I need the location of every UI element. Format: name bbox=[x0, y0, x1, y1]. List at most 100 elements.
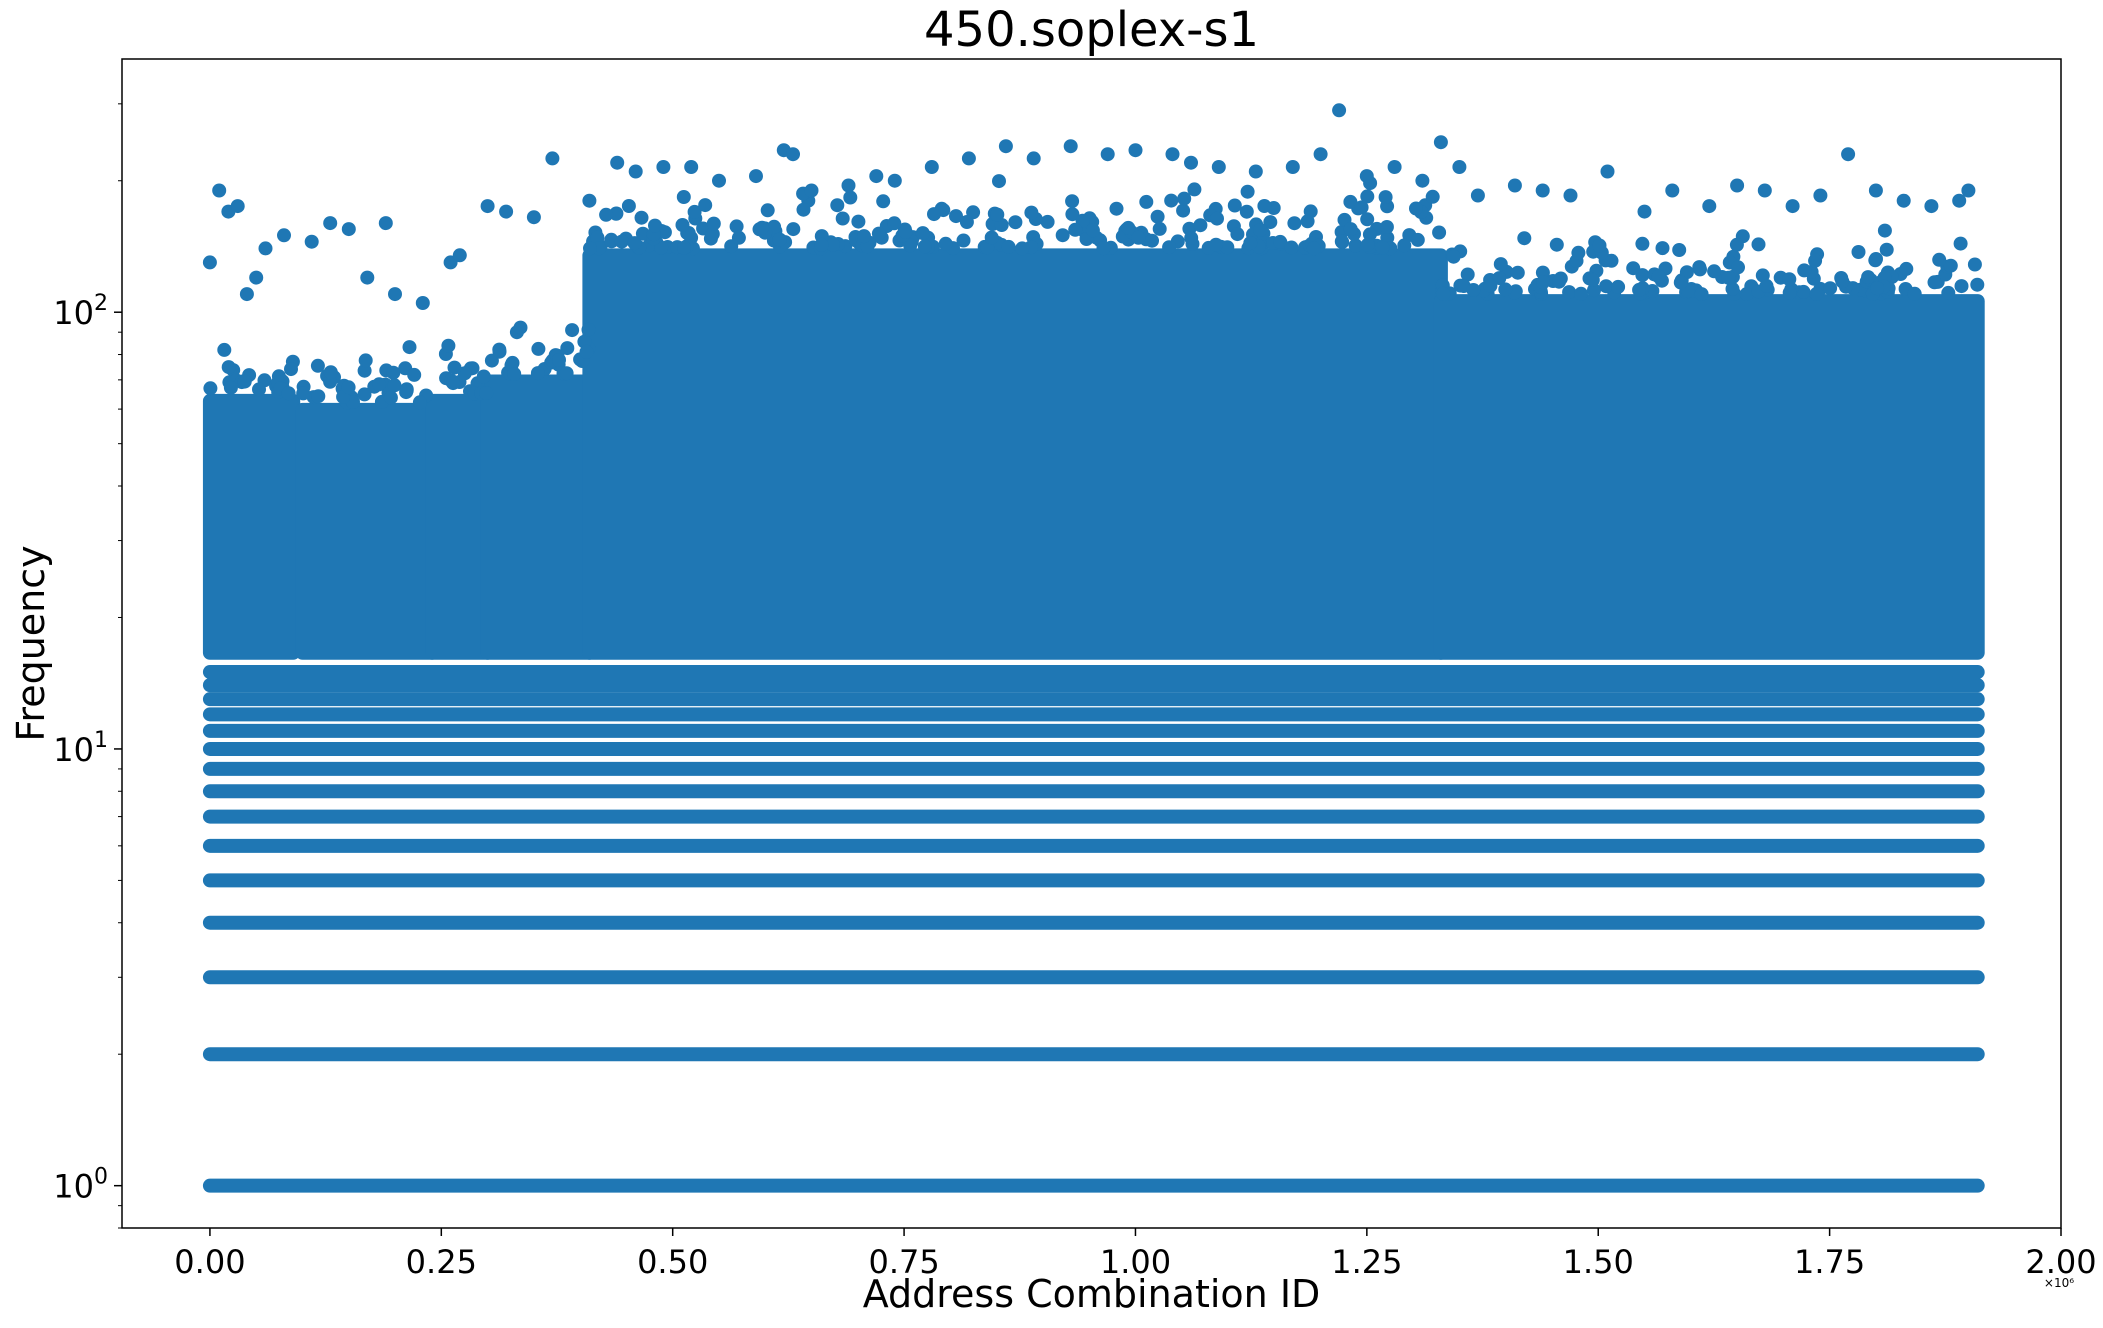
data-point bbox=[635, 226, 650, 241]
data-point bbox=[1635, 236, 1650, 251]
data-point bbox=[1953, 236, 1968, 251]
data-point-outlier bbox=[1285, 160, 1300, 174]
data-point bbox=[1360, 189, 1375, 204]
data-point bbox=[760, 203, 775, 218]
data-point-outlier bbox=[1563, 188, 1578, 203]
data-point bbox=[687, 204, 702, 219]
data-point bbox=[203, 381, 218, 396]
data-point-outlier bbox=[1128, 143, 1143, 158]
data-point bbox=[915, 226, 930, 241]
data-point bbox=[851, 214, 866, 229]
y-axis-label: Frequency bbox=[9, 545, 53, 741]
data-point bbox=[835, 211, 850, 226]
data-point bbox=[772, 232, 787, 247]
data-point bbox=[1632, 282, 1647, 297]
data-point-outlier bbox=[258, 241, 273, 256]
data-point bbox=[446, 376, 461, 391]
data-point bbox=[1571, 245, 1586, 260]
data-point bbox=[1131, 230, 1146, 245]
data-point bbox=[1362, 227, 1377, 242]
data-point bbox=[1672, 243, 1687, 257]
data-point bbox=[559, 366, 574, 381]
data-points bbox=[202, 103, 1985, 1193]
data-point-outlier bbox=[1868, 183, 1883, 198]
data-point bbox=[383, 390, 398, 405]
data-point bbox=[1694, 287, 1709, 302]
data-point bbox=[676, 190, 691, 204]
data-point-outlier bbox=[1507, 178, 1522, 193]
data-point bbox=[1731, 260, 1745, 275]
data-point-outlier bbox=[1841, 147, 1856, 162]
data-point bbox=[1068, 222, 1083, 237]
data-point bbox=[507, 367, 522, 381]
data-point bbox=[581, 322, 596, 337]
data-point bbox=[1220, 240, 1235, 255]
x-tick-label: 0.50 bbox=[637, 1243, 708, 1281]
data-point bbox=[1243, 236, 1258, 251]
data-point-outlier bbox=[230, 199, 245, 214]
data-point bbox=[1239, 204, 1254, 219]
data-point bbox=[1360, 237, 1375, 252]
data-point bbox=[579, 344, 594, 359]
x-tick-label: 1.00 bbox=[1100, 1243, 1171, 1281]
data-point bbox=[1015, 241, 1030, 256]
data-point bbox=[560, 341, 575, 356]
data-point bbox=[1257, 199, 1272, 213]
data-point bbox=[447, 360, 462, 375]
data-point bbox=[1187, 182, 1202, 197]
data-point bbox=[1483, 278, 1498, 293]
data-point bbox=[1574, 286, 1588, 301]
data-point bbox=[1065, 194, 1080, 209]
data-point bbox=[1397, 238, 1412, 253]
data-point bbox=[814, 237, 829, 252]
data-point-outlier bbox=[1415, 173, 1430, 188]
data-point bbox=[1432, 225, 1447, 240]
data-point bbox=[1348, 238, 1363, 253]
data-point-outlier bbox=[1785, 199, 1800, 214]
data-point bbox=[1227, 198, 1242, 213]
data-point bbox=[614, 234, 629, 249]
data-point bbox=[221, 360, 236, 375]
data-point-outlier bbox=[887, 173, 902, 188]
data-point-outlier bbox=[582, 193, 597, 208]
data-point bbox=[513, 320, 528, 335]
data-point bbox=[1273, 234, 1288, 249]
y-tick-label: 102 bbox=[53, 291, 108, 332]
x-tick-label: 1.75 bbox=[1794, 1243, 1865, 1281]
data-point bbox=[898, 225, 913, 240]
data-point bbox=[1150, 209, 1165, 224]
data-point bbox=[1096, 241, 1111, 256]
x-tick-label: 0.25 bbox=[406, 1243, 477, 1281]
data-point bbox=[959, 215, 974, 229]
data-point-outlier bbox=[1730, 178, 1745, 193]
data-point bbox=[1343, 222, 1358, 237]
data-point bbox=[457, 366, 472, 381]
y-tick-label: 101 bbox=[53, 728, 108, 769]
data-point-outlier bbox=[341, 222, 356, 237]
data-point-outlier bbox=[526, 210, 541, 225]
data-point bbox=[1263, 215, 1278, 230]
data-point-outlier bbox=[452, 248, 467, 263]
data-point bbox=[786, 222, 801, 237]
data-point bbox=[1001, 239, 1016, 254]
data-point bbox=[1932, 252, 1947, 267]
data-point bbox=[399, 385, 414, 400]
data-point bbox=[1729, 237, 1744, 252]
data-point bbox=[1751, 237, 1766, 252]
data-point bbox=[1436, 286, 1451, 301]
data-point bbox=[1536, 275, 1551, 290]
data-point bbox=[1592, 238, 1607, 253]
data-point bbox=[1209, 237, 1223, 252]
data-point-outlier bbox=[1452, 160, 1467, 174]
data-point-outlier bbox=[1637, 204, 1652, 219]
data-dense-region-4 bbox=[480, 374, 597, 660]
data-point-outlier bbox=[1165, 147, 1180, 162]
data-point bbox=[729, 219, 744, 234]
data-point bbox=[1177, 191, 1192, 206]
x-axis-scale-label: ×10⁶ bbox=[2044, 1276, 2074, 1290]
data-point bbox=[648, 218, 662, 233]
data-point-outlier bbox=[656, 160, 671, 174]
data-point bbox=[386, 365, 401, 380]
data-point bbox=[1024, 205, 1039, 220]
